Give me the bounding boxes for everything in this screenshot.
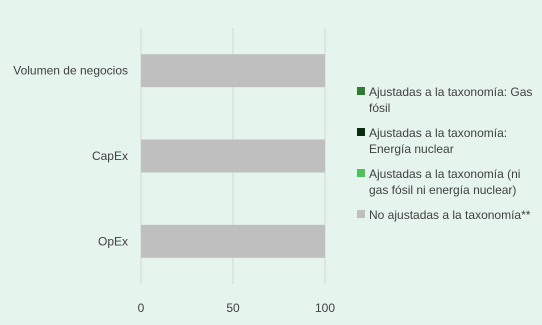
bar-0-series-3 bbox=[141, 54, 325, 88]
category-label: CapEx bbox=[92, 149, 128, 163]
legend-item-energia-nuclear: Ajustadas a la taxonomía: Energía nuclea… bbox=[357, 125, 537, 157]
x-tick-label: 0 bbox=[138, 301, 145, 315]
legend-swatch-no-ajustadas bbox=[357, 210, 365, 218]
bar-1-series-3 bbox=[141, 139, 325, 173]
category-labels: Volumen de negocios CapEx OpEx bbox=[13, 64, 128, 249]
legend-item-ajustadas-otras: Ajustadas a la taxonomía (ni gas fósil n… bbox=[357, 166, 537, 198]
category-label: OpEx bbox=[98, 234, 128, 248]
x-tick-labels: 0 50 100 bbox=[138, 301, 336, 315]
category-label: Volumen de negocios bbox=[13, 64, 128, 78]
legend-swatch-gas-fosil bbox=[357, 87, 365, 95]
legend-item-gas-fosil: Ajustadas a la taxonomía: Gas fósil bbox=[357, 84, 537, 116]
legend-label-no-ajustadas: No ajustadas a la taxonomía** bbox=[369, 208, 531, 222]
legend-swatch-ajustadas-otras bbox=[357, 169, 365, 177]
bar-2-series-3 bbox=[141, 224, 325, 258]
x-tick-label: 50 bbox=[226, 301, 240, 315]
legend-label-energia-nuclear: Ajustadas a la taxonomía: Energía nuclea… bbox=[369, 126, 508, 156]
legend-swatch-energia-nuclear bbox=[357, 128, 365, 136]
bars bbox=[141, 54, 325, 258]
legend: Ajustadas a la taxonomía: Gas fósil Ajus… bbox=[357, 84, 537, 232]
legend-item-no-ajustadas: No ajustadas a la taxonomía** bbox=[357, 207, 537, 223]
legend-label-ajustadas-otras: Ajustadas a la taxonomía (ni gas fósil n… bbox=[369, 167, 521, 197]
x-tick-label: 100 bbox=[315, 301, 335, 315]
legend-label-gas-fosil: Ajustadas a la taxonomía: Gas fósil bbox=[369, 85, 533, 115]
